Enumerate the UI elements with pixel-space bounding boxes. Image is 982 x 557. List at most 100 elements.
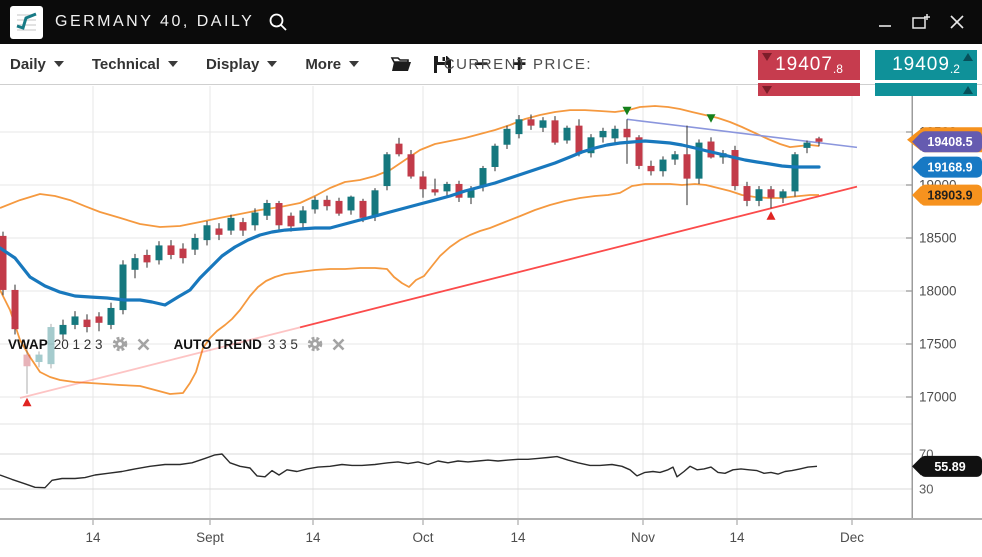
candle-body-down bbox=[623, 128, 631, 138]
candle bbox=[35, 351, 43, 368]
vwap-settings-gear-icon[interactable] bbox=[112, 336, 128, 352]
candle bbox=[335, 197, 343, 216]
candle bbox=[275, 200, 283, 231]
candle-body-up bbox=[515, 119, 523, 135]
x-tick-label: 14 bbox=[510, 530, 526, 545]
candle-body-down bbox=[407, 154, 415, 177]
candle bbox=[515, 115, 523, 139]
candle bbox=[179, 243, 187, 264]
candle-body-down bbox=[395, 143, 403, 155]
zoom-out-button[interactable]: − bbox=[473, 49, 489, 78]
minimize-button[interactable] bbox=[870, 8, 900, 36]
candle-body-up bbox=[671, 154, 679, 160]
candle bbox=[791, 152, 799, 197]
rsi-value-tag-body bbox=[920, 455, 982, 477]
menu-daily[interactable]: Daily bbox=[10, 56, 64, 73]
chevron-down-icon bbox=[349, 61, 360, 67]
bollinger-bands bbox=[0, 105, 820, 395]
candle bbox=[803, 140, 811, 154]
vwap-price-tag: 19168.9 bbox=[912, 156, 982, 178]
candle-body-up bbox=[191, 238, 199, 250]
chart-area[interactable]: 19500190001850018000175001700014Sept14Oc… bbox=[0, 85, 982, 557]
candle bbox=[431, 178, 439, 196]
candle-body-up bbox=[299, 210, 307, 224]
candle-body-up bbox=[779, 191, 787, 198]
y-tick-label: 17000 bbox=[919, 390, 957, 405]
candle-body-down bbox=[167, 245, 175, 255]
menu-more-label: More bbox=[305, 55, 342, 73]
buy-price-box-clipped bbox=[875, 83, 977, 96]
close-button[interactable] bbox=[942, 8, 972, 36]
search-icon[interactable] bbox=[268, 12, 288, 32]
autotrend-remove-icon[interactable] bbox=[332, 338, 345, 351]
window-title: GERMANY 40, DAILY bbox=[55, 13, 255, 30]
candle bbox=[107, 302, 115, 330]
candle-body-up bbox=[659, 159, 667, 172]
candle-body-down bbox=[743, 186, 751, 201]
candle-body-down bbox=[527, 119, 535, 126]
candle bbox=[131, 253, 139, 279]
swing-low-marker bbox=[22, 397, 32, 407]
candle-body-down bbox=[287, 215, 295, 227]
candle-body-up bbox=[587, 137, 595, 154]
candle bbox=[551, 116, 559, 145]
candle bbox=[443, 181, 451, 197]
buy-price-box[interactable]: 19409.2 bbox=[875, 50, 977, 80]
candle-body-down bbox=[431, 189, 439, 193]
candle-body-up bbox=[71, 316, 79, 325]
autotrend-settings-gear-icon[interactable] bbox=[307, 336, 323, 352]
candle-body-up bbox=[791, 154, 799, 192]
popout-button[interactable] bbox=[906, 8, 936, 36]
candle-body-up bbox=[755, 189, 763, 201]
y-tick-label: 18500 bbox=[919, 231, 957, 246]
candle bbox=[407, 150, 415, 179]
candle-body-up bbox=[227, 217, 235, 231]
menu-technical[interactable]: Technical bbox=[92, 56, 178, 73]
candle bbox=[683, 125, 691, 206]
menu-display[interactable]: Display bbox=[205, 55, 278, 73]
candle-body-down bbox=[323, 199, 331, 207]
candle-body-up bbox=[611, 128, 619, 139]
candle-body-down bbox=[95, 316, 103, 323]
candle bbox=[155, 241, 163, 265]
candle-body-up bbox=[131, 258, 139, 270]
app-chart-icon bbox=[10, 5, 43, 39]
menu-display-label: Display bbox=[205, 55, 260, 73]
candle-body-up bbox=[59, 324, 67, 335]
candle bbox=[419, 171, 427, 198]
trendline-price-tag-pointer bbox=[912, 132, 921, 151]
candle bbox=[167, 240, 175, 260]
titlebar: GERMANY 40, DAILY bbox=[0, 0, 982, 44]
zoom-in-button[interactable]: + bbox=[511, 49, 527, 78]
vwap-remove-icon[interactable] bbox=[137, 338, 150, 351]
vwap-line bbox=[0, 139, 821, 307]
candle-body-down bbox=[23, 354, 31, 367]
candle-body-down bbox=[0, 235, 7, 290]
candle-body-down bbox=[83, 319, 91, 328]
candle-body-up bbox=[491, 145, 499, 167]
candle-body-up bbox=[347, 196, 355, 211]
menu-more[interactable]: More bbox=[305, 55, 360, 73]
autotrend-indicator-params: 3 3 5 bbox=[267, 336, 298, 352]
candle bbox=[59, 319, 67, 340]
candle-body-down bbox=[335, 200, 343, 214]
candles bbox=[0, 114, 823, 394]
lower-band-price-tag-body bbox=[920, 184, 982, 206]
candle bbox=[611, 125, 619, 143]
candle bbox=[527, 114, 535, 130]
support-trendline-faded bbox=[19, 326, 301, 399]
open-folder-icon[interactable] bbox=[387, 49, 417, 79]
candle bbox=[71, 311, 79, 330]
sell-price-box[interactable]: 19407.8 bbox=[758, 50, 860, 80]
candle bbox=[347, 195, 355, 215]
vwap-indicator-params: 20 1 2 3 bbox=[53, 336, 103, 352]
candle-body-down bbox=[179, 248, 187, 259]
candle-body-down bbox=[551, 120, 559, 143]
menu-daily-label: Daily bbox=[10, 55, 46, 73]
candle bbox=[563, 125, 571, 144]
rsi-level-label: 30 bbox=[919, 482, 933, 497]
candle bbox=[239, 217, 247, 236]
save-icon[interactable] bbox=[427, 49, 457, 79]
arrow-down-icon bbox=[762, 86, 772, 94]
candle bbox=[227, 214, 235, 235]
